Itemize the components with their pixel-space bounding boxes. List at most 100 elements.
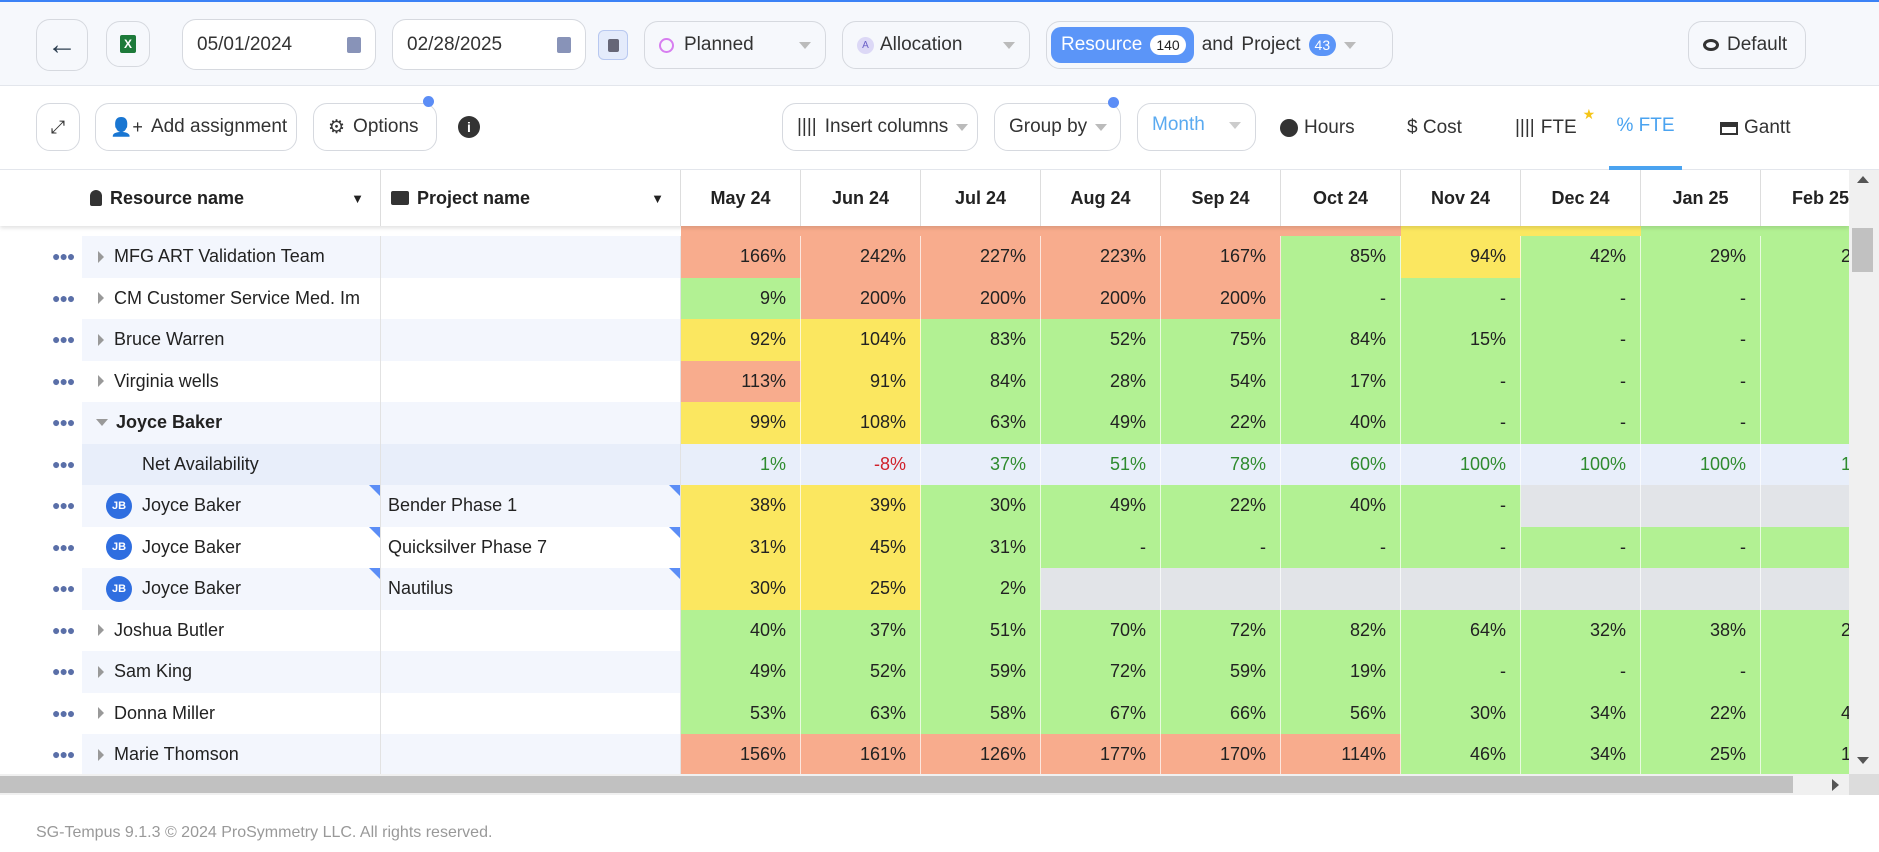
fte-cell[interactable]: 52% <box>1041 319 1161 361</box>
fte-cell[interactable]: 200% <box>1041 277 1161 319</box>
fte-cell[interactable] <box>1521 568 1641 610</box>
row-menu-icon[interactable]: ●●● <box>52 621 75 638</box>
row-menu-icon[interactable]: ●●● <box>52 414 75 430</box>
fte-cell[interactable]: 67% <box>1041 692 1161 734</box>
period-dropdown[interactable]: Month <box>1137 103 1256 151</box>
fte-cell[interactable] <box>1161 568 1281 610</box>
expand-caret-icon[interactable] <box>98 333 104 346</box>
filter-icon[interactable]: ▼ <box>351 190 364 206</box>
fte-cell[interactable]: 53% <box>681 692 801 734</box>
expand-caret-icon[interactable] <box>98 707 104 720</box>
fte-cell[interactable]: 104% <box>801 319 921 361</box>
scroll-right-icon[interactable] <box>1832 779 1839 791</box>
resource-row[interactable]: ●●● Sam King 49% 52% 59% 72% 59% 19% - - - <box>0 651 1849 693</box>
fte-cell[interactable]: 49% <box>681 651 801 693</box>
fte-cell[interactable]: 56% <box>1281 692 1401 734</box>
fte-cell[interactable]: 78% <box>1161 443 1281 485</box>
fte-cell[interactable]: 19% <box>1281 651 1401 693</box>
fte-cell[interactable]: - <box>1641 360 1761 402</box>
collapse-caret-icon[interactable] <box>96 419 108 427</box>
fte-cell[interactable]: 29% <box>1641 236 1761 278</box>
fte-cell[interactable]: - <box>1401 485 1521 527</box>
project-name-cell[interactable] <box>381 651 681 693</box>
fte-cell[interactable]: 49% <box>1041 402 1161 444</box>
fte-cell[interactable]: 60% <box>1281 443 1401 485</box>
fte-cell[interactable]: 91% <box>801 360 921 402</box>
tab-hours[interactable]: Hours <box>1280 86 1355 170</box>
fte-cell[interactable]: 22% <box>1161 485 1281 527</box>
fte-cell[interactable]: - <box>1521 277 1641 319</box>
row-menu-icon[interactable]: ●●● <box>52 248 75 264</box>
tab-cost[interactable]: $ Cost <box>1407 86 1462 170</box>
fte-cell[interactable]: -8% <box>801 443 921 485</box>
fte-cell[interactable]: - <box>1161 526 1281 568</box>
row-menu-icon[interactable]: ●●● <box>52 663 75 679</box>
project-name-cell[interactable] <box>381 236 681 278</box>
assignment-row[interactable]: ●●● JB Joyce Baker Bender Phase 1 38% 39% 30% 4… <box>0 485 1849 527</box>
project-name-cell[interactable]: Nautilus <box>381 568 681 610</box>
fte-cell[interactable] <box>1041 568 1161 610</box>
fte-cell[interactable] <box>1761 526 1849 568</box>
assignment-row[interactable]: ●●● JB Joyce Baker Quicksilver Phase 7 31% 45… <box>0 526 1849 568</box>
start-date-input[interactable]: 05/01/2024 <box>182 19 376 70</box>
expand-caret-icon[interactable] <box>98 748 104 761</box>
fte-cell[interactable]: 2 <box>1761 609 1849 651</box>
fte-cell[interactable]: 126% <box>921 734 1041 774</box>
tab-percent-fte[interactable]: % FTE <box>1609 86 1682 170</box>
resource-name-cell[interactable]: JB Joyce Baker <box>82 485 381 527</box>
back-button[interactable]: ← <box>36 19 88 71</box>
expand-caret-icon[interactable] <box>98 250 104 263</box>
resource-row[interactable]: ●●● Donna Miller 53% 63% 58% 67% 66% 56% 30% 34% 2… <box>0 692 1849 734</box>
fte-cell[interactable]: 223% <box>1041 236 1161 278</box>
fte-cell[interactable]: 58% <box>921 692 1041 734</box>
view-default-button[interactable]: Default <box>1688 21 1806 69</box>
options-button[interactable]: ⚙ Options <box>313 103 437 151</box>
fte-cell[interactable]: 167% <box>1161 236 1281 278</box>
fte-cell[interactable]: 51% <box>1041 443 1161 485</box>
fte-cell[interactable]: - <box>1041 526 1161 568</box>
fte-cell[interactable]: 37% <box>801 609 921 651</box>
fte-cell[interactable]: 42% <box>1521 236 1641 278</box>
fte-cell[interactable]: 38% <box>1641 609 1761 651</box>
fte-cell[interactable]: 200% <box>1161 277 1281 319</box>
project-name-cell[interactable]: Bender Phase 1 <box>381 485 681 527</box>
fte-cell[interactable]: 72% <box>1161 609 1281 651</box>
fte-cell[interactable] <box>1521 485 1641 527</box>
resource-name-cell[interactable]: CM Customer Service Med. Im <box>82 277 381 319</box>
resource-name-cell[interactable]: Joyce Baker <box>82 402 381 444</box>
resource-row[interactable]: ●●● MFG ART Validation Team 166% 242% 227% 22… <box>0 236 1849 278</box>
fte-cell[interactable]: 70% <box>1041 609 1161 651</box>
fte-cell[interactable]: 1 <box>1761 734 1849 774</box>
expand-caret-icon[interactable] <box>98 665 104 678</box>
row-menu-icon[interactable]: ●●● <box>52 331 75 347</box>
fte-cell[interactable]: 30% <box>921 485 1041 527</box>
fte-cell[interactable]: 34% <box>1521 734 1641 774</box>
fte-cell[interactable]: 49% <box>1041 485 1161 527</box>
resource-row[interactable]: ●●● CM Customer Service Med. Im 9% 200% 200%… <box>0 277 1849 319</box>
fte-cell[interactable]: 25% <box>801 568 921 610</box>
assignment-row[interactable]: ●●● JB Joyce Baker Nautilus 30% 25% 2% <box>0 568 1849 610</box>
fte-cell[interactable]: 1% <box>681 443 801 485</box>
expand-caret-icon[interactable] <box>98 375 104 388</box>
fte-cell[interactable]: 59% <box>1161 651 1281 693</box>
add-assignment-button[interactable]: 👤+ Add assignment <box>95 103 297 151</box>
fte-cell[interactable]: - <box>1641 402 1761 444</box>
fte-cell[interactable]: 30% <box>1401 692 1521 734</box>
fte-cell[interactable]: 2% <box>921 568 1041 610</box>
fte-cell[interactable]: 84% <box>921 360 1041 402</box>
fte-cell[interactable]: 200% <box>801 277 921 319</box>
fte-cell[interactable]: 40% <box>1281 402 1401 444</box>
resource-row[interactable]: ●●● Marie Thomson 156% 161% 126% 177% 170% 114%… <box>0 734 1849 774</box>
fte-cell[interactable]: 63% <box>801 692 921 734</box>
fte-cell[interactable]: 113% <box>681 360 801 402</box>
fte-cell[interactable]: - <box>1281 526 1401 568</box>
fte-cell[interactable]: 46% <box>1401 734 1521 774</box>
insert-columns-button[interactable]: |||| Insert columns <box>782 103 978 151</box>
fte-cell[interactable]: 22% <box>1161 402 1281 444</box>
fte-cell[interactable] <box>1761 360 1849 402</box>
resource-row[interactable]: ●●● Virginia wells 113% 91% 84% 28% 54% 17% - - - <box>0 360 1849 402</box>
expand-caret-icon[interactable] <box>98 624 104 637</box>
resource-name-cell[interactable]: Donna Miller <box>82 692 381 734</box>
fte-cell[interactable]: 83% <box>921 319 1041 361</box>
fte-cell[interactable]: 51% <box>921 609 1041 651</box>
